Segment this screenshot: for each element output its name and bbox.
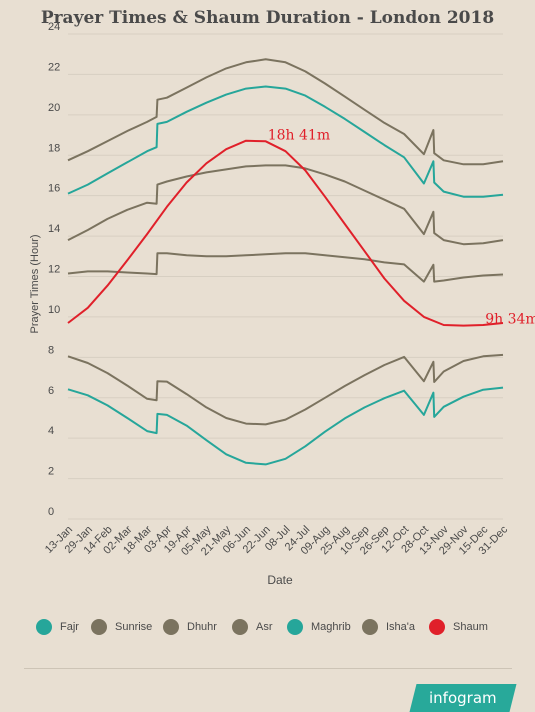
legend-item-ishaa[interactable]: Isha'a xyxy=(362,618,415,636)
legend-item-fajr[interactable]: Fajr xyxy=(36,618,79,636)
legend-label: Asr xyxy=(256,621,273,633)
series-line-maghrib xyxy=(67,85,504,198)
legend-item-shaum[interactable]: Shaum xyxy=(429,618,488,636)
y-tick-label: 18 xyxy=(48,142,60,154)
legend: Fajr Sunrise Dhuhr Asr Maghrib Isha'a Shaum xyxy=(0,618,535,638)
legend-item-sunrise[interactable]: Sunrise xyxy=(91,618,152,636)
legend-swatch xyxy=(287,619,303,635)
annotation-label: 18h 41m xyxy=(268,127,330,143)
legend-item-maghrib[interactable]: Maghrib xyxy=(287,618,351,636)
y-tick-label: 12 xyxy=(48,264,60,276)
legend-label: Sunrise xyxy=(115,621,153,633)
legend-label: Maghrib xyxy=(311,621,351,633)
legend-label: Shaum xyxy=(453,621,488,633)
legend-swatch xyxy=(429,619,445,635)
series-line-ishaa xyxy=(67,58,504,166)
y-tick-label: 20 xyxy=(48,102,60,114)
y-tick-label: 2 xyxy=(48,466,54,478)
legend-label: Isha'a xyxy=(386,621,416,633)
x-tick-labels: 13-Jan29-Jan14-Feb02-Mar18-Mar03-Apr19-A… xyxy=(43,523,511,558)
series-line-sunrise xyxy=(67,353,504,426)
legend-label: Dhuhr xyxy=(187,621,217,633)
y-axis-label: Prayer Times (Hour) xyxy=(29,234,41,333)
y-tick-label: 0 xyxy=(48,506,54,518)
legend-label: Fajr xyxy=(60,621,79,633)
annotations: 18h 41m 9h 34m xyxy=(268,127,535,327)
x-axis-label: Date xyxy=(267,573,293,587)
series-lines xyxy=(67,58,504,466)
legend-swatch xyxy=(163,619,179,635)
y-tick-label: 22 xyxy=(48,61,60,73)
legend-swatch xyxy=(362,619,378,635)
series-line-fajr xyxy=(67,386,504,466)
y-tick-label: 14 xyxy=(48,223,60,235)
series-line-asr xyxy=(67,164,504,246)
legend-item-asr[interactable]: Asr xyxy=(232,618,273,636)
legend-swatch xyxy=(36,619,52,635)
y-tick-label: 24 xyxy=(48,21,60,33)
legend-swatch xyxy=(91,619,107,635)
legend-item-dhuhr[interactable]: Dhuhr xyxy=(163,618,217,636)
series-line-dhuhr xyxy=(67,252,504,283)
legend-swatch xyxy=(232,619,248,635)
annotation-label: 9h 34m xyxy=(485,312,535,328)
y-tick-label: 16 xyxy=(48,183,60,195)
infogram-logo[interactable]: infogram xyxy=(409,684,517,712)
y-tick-label: 4 xyxy=(48,425,54,437)
y-tick-label: 10 xyxy=(48,304,60,316)
grid-lines xyxy=(68,33,503,520)
series-line-shaum xyxy=(67,139,504,327)
chart-title: Prayer Times & Shaum Duration - London 2… xyxy=(40,8,495,28)
footer-divider xyxy=(24,668,512,669)
y-tick-label: 6 xyxy=(48,385,54,397)
y-tick-label: 8 xyxy=(48,344,54,356)
